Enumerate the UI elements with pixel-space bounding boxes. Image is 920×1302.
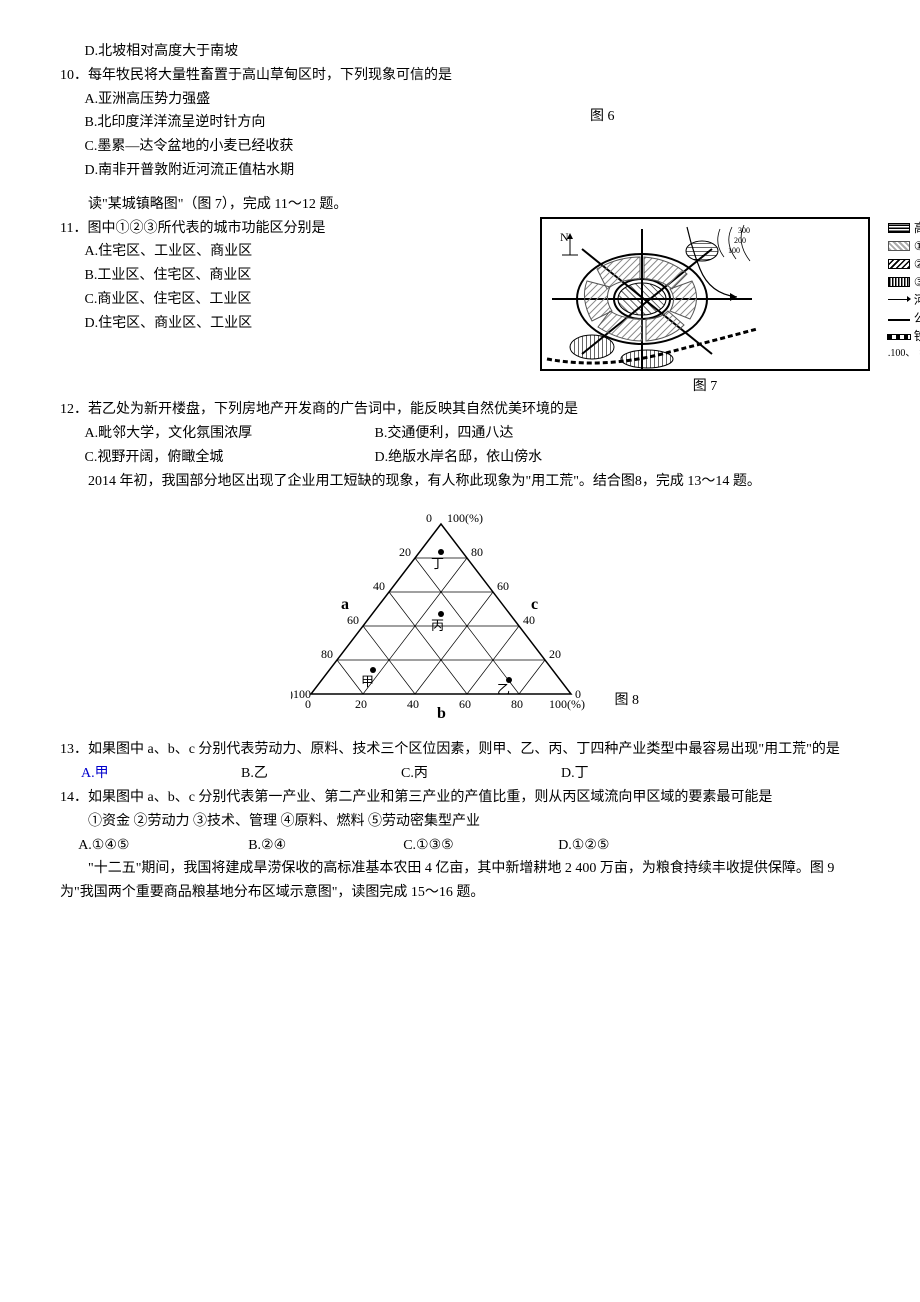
q14-option-a: A.①④⑤ [60,834,230,858]
q14-choices: ①资金 ②劳动力 ③技术、管理 ④原料、燃料 ⑤劳动密集型产业 [60,810,870,834]
figure7-legend: 高等院校 ① ② ③ 河流 公路 铁路 .100、等高线/m [888,219,920,363]
page: D.北坡相对高度大于南坡 10．每年牧民将大量牲畜置于高山草甸区时，下列现象可信… [0,0,920,1302]
svg-text:40: 40 [523,613,535,627]
q10-option-b: B.北印度洋洋流呈逆时针方向 [60,111,870,135]
svg-text:200: 200 [734,236,746,245]
q12-option-d: D.绝版水岸名邸，依山傍水 [350,446,542,470]
axis-c: c [531,596,538,613]
legend-college: 高等院校 [914,219,920,237]
q13-option-d: D.丁 [540,762,589,786]
svg-text:300: 300 [738,226,750,235]
legend-road: 公路 [914,309,920,327]
q12-stem: 12．若乙处为新开楼盘，下列房地产开发商的广告词中，能反映其自然优美环境的是 [60,398,870,422]
q14-option-d: D.①②⑤ [540,834,609,858]
q13-option-a: A.甲 [60,762,220,786]
svg-text:100: 100 [728,246,740,255]
q10-option-c: C.墨累—达令盆地的小麦已经收获 [60,135,870,159]
svg-text:60: 60 [347,613,359,627]
svg-text:100(%): 100(%) [447,511,483,525]
q10-option-d: D.南非开普敦附近河流正值枯水期 [60,159,870,183]
figure7-caption: 图 7 [540,375,870,399]
q13-option-c: C.丙 [380,762,540,786]
q11-stem: 11．图中①②③所代表的城市功能区分别是 [60,217,530,241]
svg-text:80: 80 [321,647,333,661]
figure7-block: 300 200 100 N 高等院校 ① ② ③ 河流 公路 铁路 [540,217,870,399]
figure7-map: 300 200 100 N 高等院校 ① ② ③ 河流 公路 铁路 [540,217,870,371]
figure8-caption: 图 8 [615,689,640,713]
figure6-label: 图 6 [590,105,615,129]
svg-text:20: 20 [355,697,367,711]
q11-option-a: A.住宅区、工业区、商业区 [60,240,530,264]
svg-text:60: 60 [459,697,471,711]
svg-text:乙: 乙 [497,682,510,697]
q10-stem: 10．每年牧民将大量牲畜置于高山草甸区时，下列现象可信的是 [60,64,870,88]
q13-stem: 13．如果图中 a、b、c 分别代表劳动力、原料、技术三个区位因素，则甲、乙、丙… [60,738,870,762]
svg-text:丙: 丙 [431,618,444,633]
axis-b: b [437,705,446,722]
q11-option-b: B.工业区、住宅区、商业区 [60,264,530,288]
q14-option-b: B.②④ [230,834,385,858]
q14-stem: 14．如果图中 a、b、c 分别代表第一产业、第二产业和第三产业的产值比重，则从… [60,786,870,810]
q11-option-c: C.商业区、住宅区、工业区 [60,288,530,312]
q12-option-c: C.视野开阔，俯瞰全城 [60,446,350,470]
svg-text:40: 40 [407,697,419,711]
legend-rail: 铁路 [914,327,920,345]
svg-text:20: 20 [549,647,561,661]
q10-option-a: A.亚洲高压势力强盛 [60,88,870,112]
axis-a: a [341,596,349,613]
legend-zone3: ③ [914,273,920,291]
figure8: a c b 0 20 40 60 80 (%)100 100(%) 80 60 … [60,504,870,733]
svg-text:40: 40 [373,579,385,593]
legend-zone2: ② [914,255,920,273]
svg-text:0: 0 [426,511,432,525]
block-11-12: 11．图中①②③所代表的城市功能区分别是 A.住宅区、工业区、商业区 B.工业区… [60,217,870,399]
intro-15-16: "十二五"期间，我国将建成旱涝保收的高标准基本农田 4 亿亩，其中新增耕地 2 … [60,857,870,905]
q11-option-d: D.住宅区、商业区、工业区 [60,312,530,336]
legend-zone1: ① [914,237,920,255]
q9-option-d: D.北坡相对高度大于南坡 [60,40,870,64]
svg-text:60: 60 [497,579,509,593]
svg-text:丁: 丁 [431,556,444,571]
svg-text:甲: 甲 [361,674,374,689]
svg-text:80: 80 [471,545,483,559]
q12-option-a: A.毗邻大学，文化氛围浓厚 [60,422,350,446]
svg-text:100(%): 100(%) [549,697,585,711]
intro-13-14: 2014 年初，我国部分地区出现了企业用工短缺的现象，有人称此现象为"用工荒"。… [60,470,870,494]
q13-option-b: B.乙 [220,762,380,786]
intro-11-12: 读"某城镇略图"（图 7），完成 11～12 题。 [60,193,870,217]
q12-option-b: B.交通便利，四通八达 [350,422,513,446]
q14-option-c: C.①③⑤ [385,834,540,858]
svg-text:80: 80 [511,697,523,711]
svg-text:20: 20 [399,545,411,559]
svg-text:0: 0 [305,697,311,711]
legend-river: 河流 [914,291,920,309]
svg-text:N: N [560,230,569,244]
